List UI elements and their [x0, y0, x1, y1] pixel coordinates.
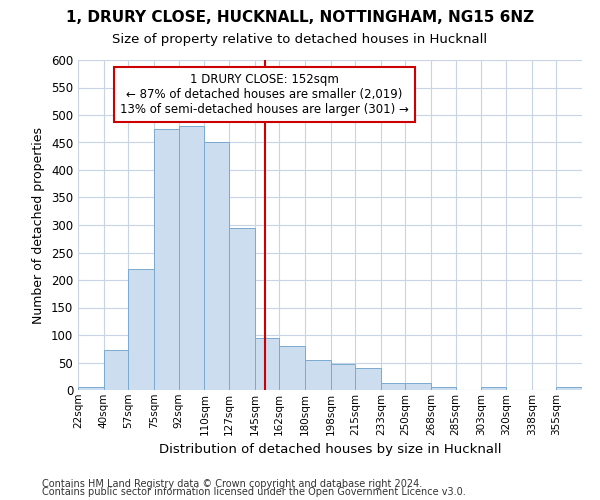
Text: 1, DRURY CLOSE, HUCKNALL, NOTTINGHAM, NG15 6NZ: 1, DRURY CLOSE, HUCKNALL, NOTTINGHAM, NG… [66, 10, 534, 25]
Bar [481, 387, 506, 390]
Bar [179, 126, 205, 390]
Y-axis label: Number of detached properties: Number of detached properties [32, 126, 46, 324]
Text: 1 DRURY CLOSE: 152sqm
← 87% of detached houses are smaller (2,019)
13% of semi-d: 1 DRURY CLOSE: 152sqm ← 87% of detached … [120, 73, 409, 116]
Bar [279, 346, 305, 390]
Bar [406, 384, 431, 390]
Text: Contains public sector information licensed under the Open Government Licence v3: Contains public sector information licen… [42, 487, 466, 497]
Bar [305, 360, 331, 390]
Bar [205, 142, 229, 390]
Text: Size of property relative to detached houses in Hucknall: Size of property relative to detached ho… [112, 32, 488, 46]
X-axis label: Distribution of detached houses by size in Hucknall: Distribution of detached houses by size … [159, 443, 501, 456]
Bar [104, 350, 128, 390]
Bar [229, 228, 254, 390]
Bar [254, 338, 279, 390]
Text: Contains HM Land Registry data © Crown copyright and database right 2024.: Contains HM Land Registry data © Crown c… [42, 479, 422, 489]
Bar [331, 364, 355, 390]
Bar [78, 387, 104, 390]
Bar [556, 387, 582, 390]
Bar [431, 387, 455, 390]
Bar [154, 128, 179, 390]
Bar [128, 269, 154, 390]
Bar [381, 384, 406, 390]
Bar [355, 368, 381, 390]
